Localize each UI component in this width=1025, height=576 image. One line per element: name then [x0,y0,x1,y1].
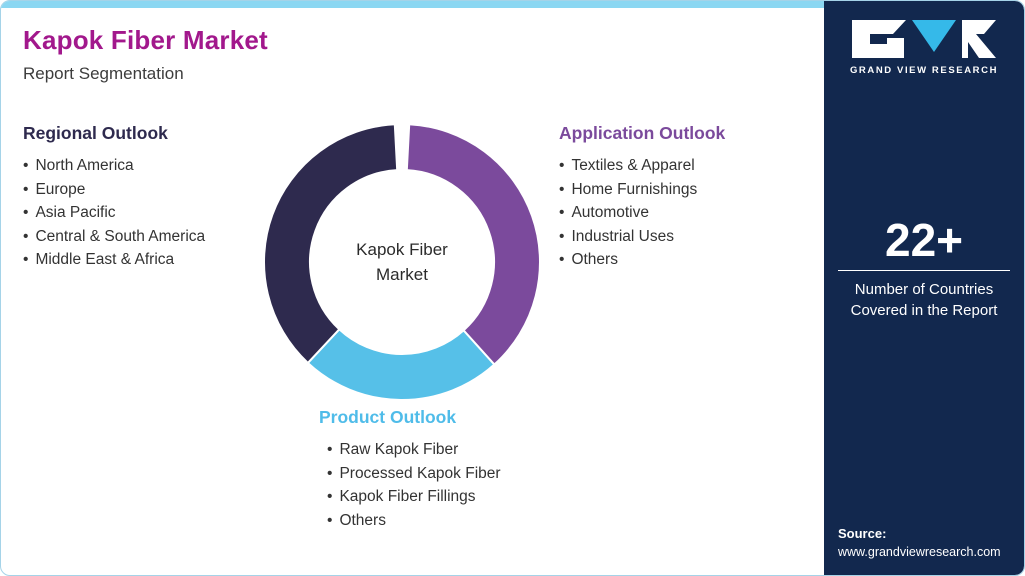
sidebar: GRAND VIEW RESEARCH 22+ Number of Countr… [824,1,1024,575]
page-title: Kapok Fiber Market [23,25,268,55]
product-outlook-section: Product Outlook Raw Kapok Fiber Processe… [319,407,599,532]
application-outlook-list: Textiles & Apparel Home Furnishings Auto… [559,154,799,272]
source-block: Source: www.grandviewresearch.com [838,526,1001,559]
list-item: Raw Kapok Fiber [327,438,599,462]
donut-chart: Kapok Fiber Market [257,117,547,407]
header: Kapok Fiber Market Report Segmentation [23,25,268,84]
source-url: www.grandviewresearch.com [838,545,1001,559]
list-item: Central & South America [23,225,273,249]
list-item: Industrial Uses [559,225,799,249]
donut-segment-regional-outlook [263,123,399,365]
list-item: Textiles & Apparel [559,154,799,178]
gvr-logo: GRAND VIEW RESEARCH [850,19,998,76]
application-outlook-title: Application Outlook [559,123,726,143]
page-subtitle: Report Segmentation [23,64,184,83]
list-item: Kapok Fiber Fillings [327,485,599,509]
list-item: Others [327,509,599,533]
caption-line: Covered in the Report [850,302,998,319]
regional-outlook-list: North America Europe Asia Pacific Centra… [23,154,273,272]
source-label: Source: [838,526,887,541]
top-accent-bar [1,1,824,8]
list-item: North America [23,154,273,178]
donut-segment-product-outlook [306,327,496,401]
list-item: Processed Kapok Fiber [327,462,599,486]
regional-outlook-section: Regional Outlook North America Europe As… [23,123,273,272]
countries-count: 22+ [884,214,964,266]
list-item: Middle East & Africa [23,248,273,272]
application-outlook-section: Application Outlook Textiles & Apparel H… [559,123,799,272]
list-item: Automotive [559,201,799,225]
product-outlook-list: Raw Kapok Fiber Processed Kapok Fiber Ka… [327,438,599,532]
gvr-logo-icon [851,20,996,58]
regional-outlook-title: Regional Outlook [23,123,168,143]
list-item: Asia Pacific [23,201,273,225]
list-item: Europe [23,178,273,202]
product-outlook-title: Product Outlook [319,407,457,427]
donut-chart-svg [263,123,541,401]
countries-stat: 22+ Number of Countries Covered in the R… [824,216,1024,321]
divider [838,270,1010,271]
gvr-logo-text: GRAND VIEW RESEARCH [849,65,999,76]
caption-line: Number of Countries [854,281,994,298]
donut-segment-application-outlook [405,123,541,366]
list-item: Home Furnishings [559,178,799,202]
countries-caption: Number of Countries Covered in the Repor… [851,279,998,321]
list-item: Others [559,248,799,272]
